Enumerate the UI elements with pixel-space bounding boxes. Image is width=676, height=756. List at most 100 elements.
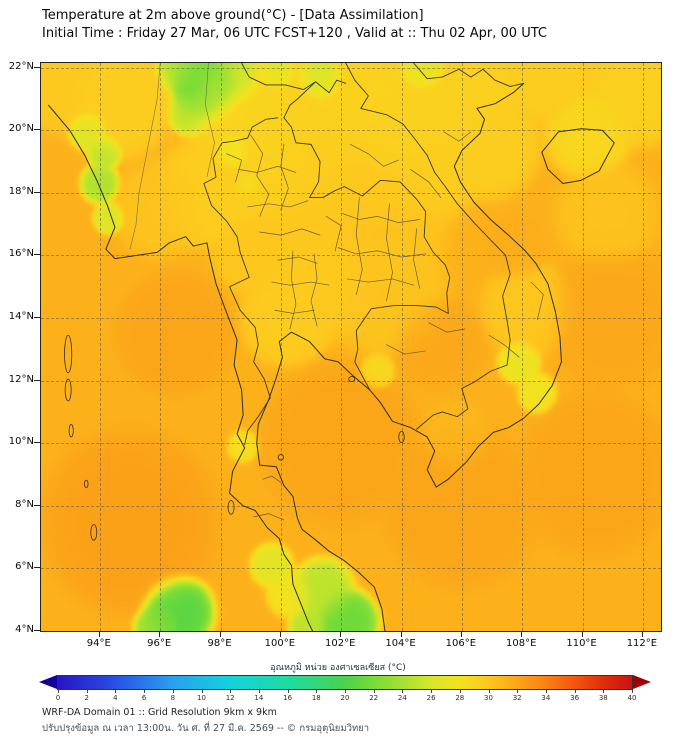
lon-tick-mark	[98, 632, 100, 637]
colorbar-tick-label: 6	[141, 694, 147, 702]
lat-tick-label: 6°N	[15, 561, 34, 573]
colorbar-tick-mark	[230, 690, 232, 693]
lat-tick-mark	[34, 66, 40, 68]
lat-tick-label: 8°N	[15, 498, 34, 510]
lat-tick-label: 4°N	[15, 624, 34, 635]
lat-tick-label: 14°N	[8, 311, 34, 323]
colorbar-tick-mark	[316, 690, 318, 693]
grid-line-lat	[41, 255, 661, 257]
grid-line-lat	[41, 130, 661, 132]
colorbar-tick-mark	[58, 690, 59, 693]
grid-line-lat	[41, 380, 661, 382]
lon-tick-label: 110°E	[566, 638, 597, 649]
grid-line-lon	[642, 63, 644, 631]
colorbar	[57, 675, 633, 690]
lon-tick-mark	[219, 632, 221, 637]
lon-tick-label: 94°E	[86, 638, 111, 649]
colorbar-tick-label: 32	[512, 694, 522, 702]
colorbar-tick-mark	[488, 690, 490, 693]
grid-line-lon	[280, 63, 282, 631]
colorbar-label: อุณหภูมิ หน่วย องศาเซลเซียส (°C)	[270, 663, 406, 673]
colorbar-tick-label: 20	[340, 694, 350, 702]
colorbar-tick-label: 2	[84, 694, 89, 702]
grid-line-lon	[99, 63, 101, 631]
lon-tick-label: 102°E	[324, 638, 356, 649]
colorbar-tick-label: 22	[369, 694, 379, 702]
colorbar-tick-label: 36	[570, 694, 580, 702]
colorbar-tick-label: 12	[225, 694, 235, 702]
grid-line-lon	[582, 63, 584, 631]
colorbar-tick-label: 16	[283, 694, 293, 702]
colorbar-tick-label: 28	[455, 694, 465, 702]
colorbar-tick-label: 26	[426, 694, 436, 702]
colorbar-tick-label: 24	[397, 694, 407, 702]
grid-line-lat	[41, 67, 661, 69]
colorbar-tick-mark	[345, 690, 346, 693]
lon-tick-mark	[521, 632, 523, 637]
lat-tick-mark	[34, 504, 40, 506]
colorbar-tick-mark	[632, 690, 633, 693]
temperature-field-canvas	[41, 63, 661, 631]
lon-tick-mark	[340, 632, 342, 637]
colorbar-arrow-left	[39, 675, 57, 689]
lon-tick-mark	[279, 632, 281, 637]
lat-tick-label: 22°N	[8, 60, 34, 72]
grid-line-lon	[522, 63, 524, 631]
lon-tick-mark	[581, 632, 583, 637]
colorbar-tick-mark	[373, 690, 375, 693]
colorbar-tick-label: 0	[55, 694, 61, 702]
grid-line-lat	[41, 192, 661, 194]
lon-tick-label: 108°E	[506, 638, 537, 649]
colorbar-tick-mark	[115, 690, 117, 693]
colorbar-tick-mark	[172, 690, 174, 693]
colorbar-tick-mark	[258, 690, 260, 693]
colorbar-tick-mark	[86, 690, 88, 693]
lat-tick-label: 12°N	[8, 373, 34, 385]
lat-tick-mark	[34, 630, 40, 631]
colorbar-tick-mark	[459, 690, 461, 693]
lat-tick-mark	[34, 191, 40, 193]
map-plot	[40, 62, 662, 632]
colorbar-tick-mark	[201, 690, 203, 693]
lat-tick-label: 16°N	[8, 248, 34, 260]
page-subtitle: Initial Time : Friday 27 Mar, 06 UTC FCS…	[42, 26, 547, 41]
lat-tick-mark	[34, 317, 40, 319]
page-title: Temperature at 2m above ground(°C) - [Da…	[42, 8, 424, 23]
colorbar-tick-mark	[517, 690, 519, 693]
colorbar-tick-mark	[545, 690, 547, 693]
lon-tick-label: 96°E	[147, 638, 172, 649]
grid-line-lat	[41, 568, 661, 570]
lon-tick-mark	[159, 632, 161, 637]
colorbar-tick-label: 38	[598, 694, 608, 702]
colorbar-tick-label: 30	[484, 694, 493, 702]
colorbar-tick-label: 18	[311, 694, 321, 702]
grid-line-lon	[220, 63, 222, 631]
lat-tick-mark	[34, 379, 40, 381]
colorbar-tick-mark	[431, 690, 433, 693]
colorbar-tick-label: 34	[541, 694, 551, 702]
lat-tick-label: 18°N	[8, 185, 34, 197]
lon-tick-label: 112°E	[626, 638, 658, 649]
lon-tick-mark	[400, 632, 402, 637]
lon-tick-label: 106°E	[445, 638, 477, 649]
lon-tick-mark	[460, 632, 462, 637]
grid-line-lon	[401, 63, 403, 631]
grid-line-lat	[41, 318, 661, 320]
lat-tick-mark	[34, 129, 40, 131]
grid-line-lon	[160, 63, 162, 631]
colorbar-tick-label: 10	[197, 694, 206, 702]
lat-tick-mark	[34, 567, 40, 569]
footer-update-info: ปรับปรุงข้อมูล ณ เวลา 13:00น. วัน ศ. ที่…	[42, 723, 370, 734]
lat-tick-mark	[34, 254, 40, 256]
colorbar-tick-label: 4	[113, 694, 118, 702]
colorbar-tick-label: 40	[627, 694, 637, 702]
grid-line-lon	[461, 63, 463, 631]
lon-tick-label: 104°E	[385, 638, 416, 649]
lon-tick-label: 98°E	[207, 638, 232, 649]
grid-line-lat	[41, 631, 661, 632]
grid-line-lat	[41, 443, 661, 445]
grid-line-lat	[41, 505, 661, 507]
lat-tick-label: 10°N	[8, 436, 34, 448]
lat-tick-label: 20°N	[8, 123, 34, 135]
colorbar-tick-mark	[287, 690, 289, 693]
